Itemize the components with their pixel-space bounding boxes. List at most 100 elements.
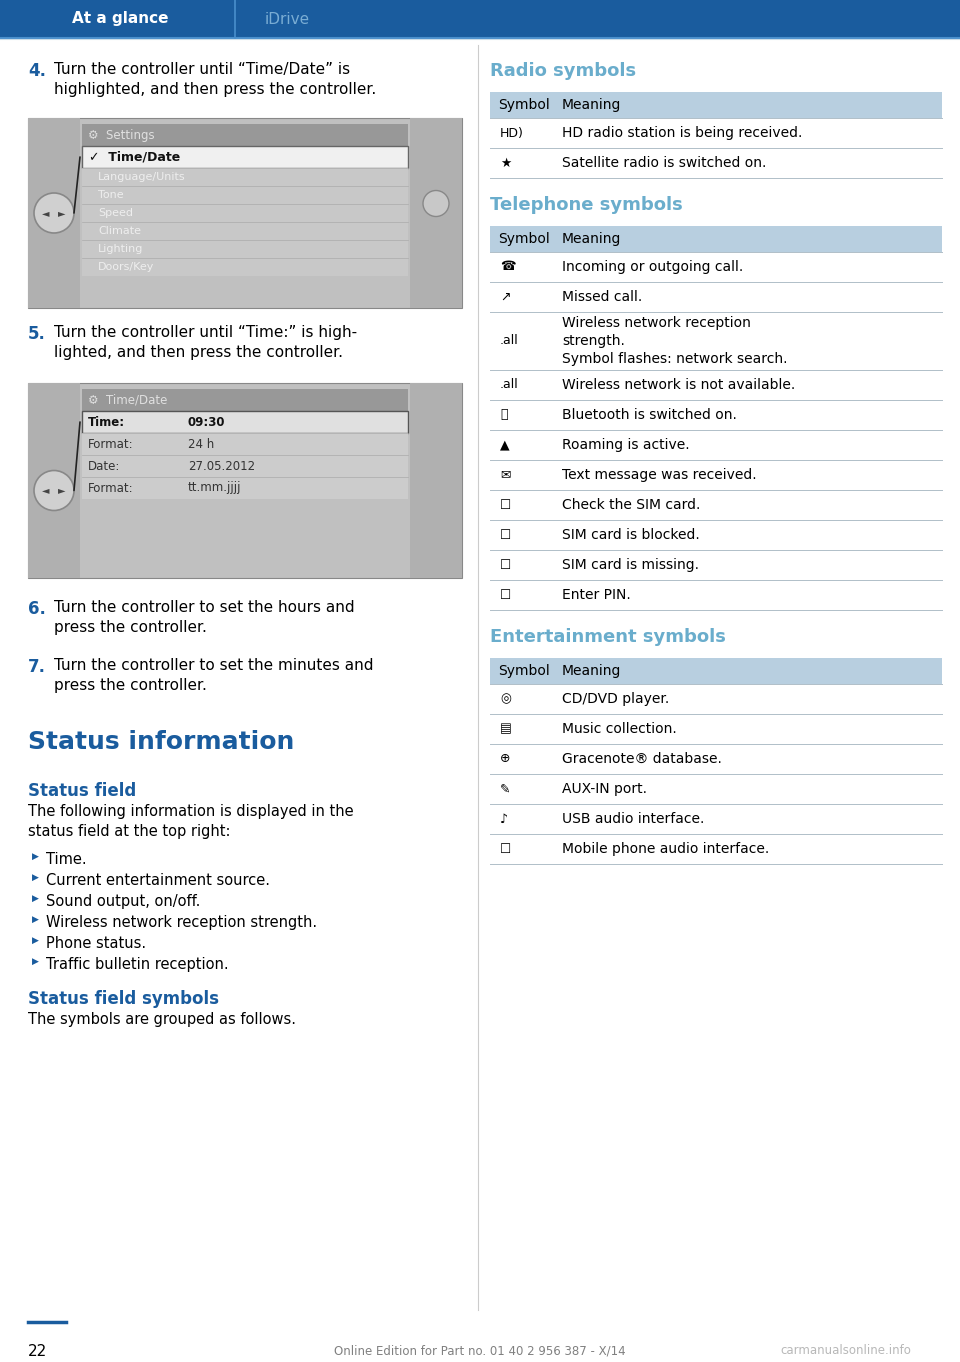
Text: ▶: ▶ — [32, 915, 38, 923]
Text: ☐: ☐ — [500, 528, 512, 542]
Text: Lighting: Lighting — [98, 244, 143, 253]
Text: ◎: ◎ — [500, 692, 511, 706]
Text: Text message was received.: Text message was received. — [562, 469, 756, 482]
Bar — [490, 744, 942, 774]
Text: 24 h: 24 h — [188, 437, 214, 451]
Text: ↗: ↗ — [500, 290, 511, 304]
Text: ►: ► — [59, 485, 65, 496]
Text: ►: ► — [59, 208, 65, 218]
Bar — [82, 187, 408, 204]
Circle shape — [34, 193, 74, 233]
Bar — [82, 257, 408, 276]
Text: Sound output, on/off.: Sound output, on/off. — [46, 893, 201, 908]
Text: ⊕: ⊕ — [500, 752, 511, 765]
Text: Language/Units: Language/Units — [98, 172, 185, 183]
Text: Enter PIN.: Enter PIN. — [562, 588, 631, 602]
Text: CD/DVD player.: CD/DVD player. — [562, 692, 669, 706]
Bar — [82, 477, 408, 498]
Text: Meaning: Meaning — [562, 665, 621, 678]
Text: ▶: ▶ — [32, 936, 38, 945]
Bar — [0, 0, 960, 38]
Bar — [82, 146, 408, 168]
Text: Time.: Time. — [46, 853, 86, 868]
Text: The symbols are grouped as follows.: The symbols are grouped as follows. — [28, 1012, 296, 1027]
Text: Symbol: Symbol — [498, 665, 550, 678]
Text: ☐: ☐ — [500, 558, 512, 572]
Text: ⚙  Time/Date: ⚙ Time/Date — [88, 394, 167, 406]
Text: Online Edition for Part no. 01 40 2 956 387 - X/14: Online Edition for Part no. 01 40 2 956 … — [334, 1344, 626, 1357]
Bar — [410, 118, 462, 308]
Text: AUX-IN port.: AUX-IN port. — [562, 782, 647, 795]
Bar — [490, 834, 942, 864]
Text: ✎: ✎ — [500, 783, 511, 795]
Text: ▶: ▶ — [32, 957, 38, 966]
Bar — [490, 312, 942, 370]
Text: Satellite radio is switched on.: Satellite radio is switched on. — [562, 157, 766, 170]
Text: Phone status.: Phone status. — [46, 936, 146, 951]
Text: Entertainment symbols: Entertainment symbols — [490, 628, 726, 646]
Bar — [28, 383, 80, 577]
Bar — [82, 222, 408, 240]
Text: Date:: Date: — [88, 459, 120, 473]
Text: Turn the controller to set the hours and
press the controller.: Turn the controller to set the hours and… — [54, 601, 354, 636]
Text: Status information: Status information — [28, 730, 295, 755]
Text: Check the SIM card.: Check the SIM card. — [562, 498, 701, 512]
Text: Mobile phone audio interface.: Mobile phone audio interface. — [562, 842, 769, 855]
Text: 09:30: 09:30 — [188, 415, 226, 429]
Text: ◄: ◄ — [42, 208, 50, 218]
Text: Missed call.: Missed call. — [562, 290, 642, 304]
Bar — [82, 124, 408, 146]
Text: Symbol: Symbol — [498, 98, 550, 112]
Bar — [490, 400, 942, 430]
Text: ▶: ▶ — [32, 893, 38, 903]
Bar — [82, 204, 408, 222]
Text: Wireless network is not available.: Wireless network is not available. — [562, 379, 795, 392]
Text: Format:: Format: — [88, 482, 133, 494]
Text: ☐: ☐ — [500, 843, 512, 855]
Bar — [28, 118, 462, 308]
Text: Telephone symbols: Telephone symbols — [490, 196, 683, 214]
Text: ☐: ☐ — [500, 588, 512, 602]
Text: Format:: Format: — [88, 437, 133, 451]
Text: Radio symbols: Radio symbols — [490, 63, 636, 80]
Text: Music collection.: Music collection. — [562, 722, 677, 735]
Bar — [490, 460, 942, 490]
Text: Climate: Climate — [98, 226, 141, 236]
Bar — [28, 118, 80, 308]
Circle shape — [34, 470, 74, 511]
Text: USB audio interface.: USB audio interface. — [562, 812, 705, 825]
Bar — [82, 390, 408, 411]
Text: Bluetooth is switched on.: Bluetooth is switched on. — [562, 409, 737, 422]
Bar — [490, 804, 942, 834]
Text: 27.05.2012: 27.05.2012 — [188, 459, 255, 473]
Bar — [490, 520, 942, 550]
Text: ✓  Time/Date: ✓ Time/Date — [89, 150, 180, 163]
Text: ▶: ▶ — [32, 853, 38, 861]
Bar — [82, 168, 408, 187]
Text: carmanualsonline.info: carmanualsonline.info — [780, 1344, 911, 1357]
Text: Turn the controller to set the minutes and
press the controller.: Turn the controller to set the minutes a… — [54, 658, 373, 693]
Bar — [490, 714, 942, 744]
Text: Doors/Key: Doors/Key — [98, 262, 155, 272]
Text: ▲: ▲ — [500, 439, 510, 451]
Text: .all: .all — [500, 335, 518, 347]
Text: SIM card is missing.: SIM card is missing. — [562, 558, 699, 572]
Text: .all: .all — [500, 379, 518, 391]
Bar — [82, 240, 408, 257]
Bar — [490, 226, 942, 252]
Text: ⚙  Settings: ⚙ Settings — [88, 128, 155, 142]
Bar — [490, 430, 942, 460]
Text: Meaning: Meaning — [562, 232, 621, 247]
Text: ☎: ☎ — [500, 260, 516, 274]
Text: At a glance: At a glance — [72, 11, 168, 26]
Text: ✉: ✉ — [500, 469, 511, 482]
Text: HD): HD) — [500, 127, 524, 139]
Bar — [490, 118, 942, 148]
Text: Wireless network reception
strength.
Symbol flashes: network search.: Wireless network reception strength. Sym… — [562, 316, 787, 366]
Text: ◄: ◄ — [42, 485, 50, 496]
Bar — [28, 383, 462, 577]
Bar — [490, 93, 942, 118]
Text: Roaming is active.: Roaming is active. — [562, 439, 689, 452]
Text: 6.: 6. — [28, 601, 46, 618]
Bar — [82, 411, 408, 433]
